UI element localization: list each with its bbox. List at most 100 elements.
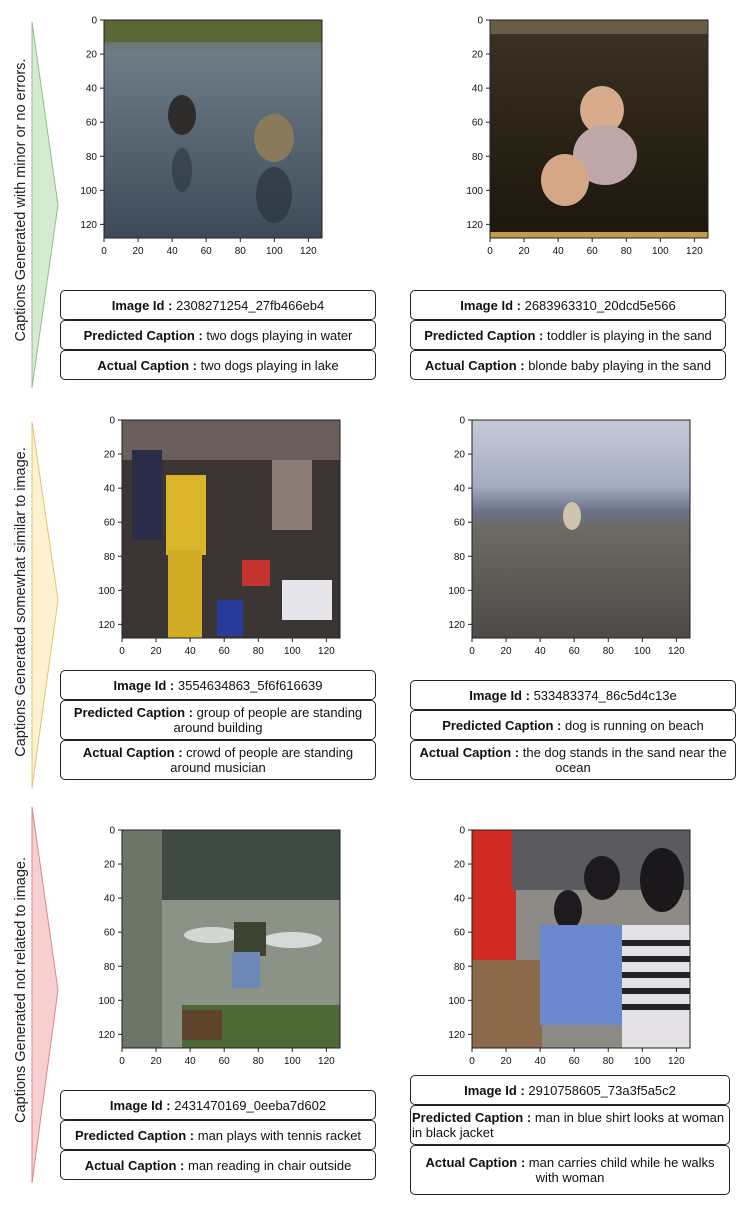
x-tick-label: 0 [469,1056,475,1067]
y-tick-label: 80 [454,962,466,973]
image-axes-6: 0 20 40 60 80 100 120 0 20 40 60 80 100 120 [448,826,691,1067]
y-tick-label: 20 [472,50,484,61]
predicted-caption-box-2: Predicted Caption : toddler is playing i… [410,320,726,350]
x-tick-label: 100 [652,246,669,257]
y-tick-label: 40 [104,484,116,495]
actual-caption-value: man carries child while he walks with wo… [528,1155,715,1185]
predicted-caption-value: dog is running on beach [565,717,704,733]
y-tick-label: 80 [454,552,466,563]
x-tick-label: 120 [318,646,335,657]
category-arrow-yellow [30,420,60,790]
y-tick-label: 40 [86,84,98,95]
actual-caption-label: Actual Caption : [419,745,520,760]
actual-caption-value: blonde baby playing in the sand [528,357,712,373]
actual-caption-value: the dog stands in the sand near the ocea… [522,745,727,775]
x-tick-label: 20 [133,246,145,257]
y-tick-label: 120 [448,620,465,631]
x-tick-label: 100 [266,246,283,257]
image-plot-4: 0 20 40 60 80 100 120 0 20 40 60 80 100 120 [446,412,706,662]
x-tick-label: 20 [151,646,163,657]
predicted-caption-label: Predicted Caption : [442,717,562,733]
y-tick-label: 120 [98,1030,115,1041]
actual-caption-box-4: Actual Caption : the dog stands in the s… [410,740,736,780]
image-axes-3: 0 20 40 60 80 100 120 0 20 40 60 80 100 120 [98,416,341,657]
y-tick-label: 60 [454,518,466,529]
image-id-box-1: Image Id : 2308271254_27fb466eb4 [60,290,376,320]
image-plot-2: 0 20 40 60 80 100 120 0 20 40 60 80 100 120 [464,12,724,262]
x-tick-label: 0 [101,246,107,257]
x-tick-label: 120 [686,246,703,257]
image-id-value: 533483374_86c5d4c13e [533,687,677,703]
actual-caption-label: Actual Caption : [97,357,197,373]
x-tick-label: 40 [185,646,197,657]
image-axes-4: 0 20 40 60 80 100 120 0 20 40 60 80 100 120 [448,416,691,657]
image-id-box-6: Image Id : 2910758605_73a3f5a5c2 [410,1075,730,1105]
image-id-value: 2683963310_20dcd5e566 [524,297,676,313]
y-tick-label: 0 [109,416,115,427]
image-plot-5: 0 20 40 60 80 100 120 0 20 40 60 80 100 120 [96,822,356,1072]
predicted-caption-value: man plays with tennis racket [197,1127,362,1143]
predicted-caption-value: two dogs playing in water [206,327,353,343]
actual-caption-label: Actual Caption : [82,745,183,760]
actual-caption-value: crowd of people are standing around musi… [170,745,354,775]
predicted-caption-label: Predicted Caption : [83,327,203,343]
actual-caption-box-6: Actual Caption : man carries child while… [410,1145,730,1195]
y-tick-label: 100 [98,586,115,597]
image-id-value: 3554634863_5f6f616639 [177,677,323,693]
y-tick-label: 0 [477,16,483,27]
y-tick-label: 60 [104,928,116,939]
x-tick-label: 120 [668,1056,685,1067]
actual-caption-label: Actual Caption : [424,357,525,373]
x-tick-label: 40 [185,1056,197,1067]
image-id-box-2: Image Id : 2683963310_20dcd5e566 [410,290,726,320]
x-tick-label: 80 [253,1056,265,1067]
y-tick-label: 80 [86,152,98,163]
x-tick-label: 120 [300,246,317,257]
y-tick-label: 0 [109,826,115,837]
predicted-caption-box-3: Predicted Caption : group of people are … [60,700,376,740]
y-tick-label: 20 [104,860,116,871]
predicted-caption-box-5: Predicted Caption : man plays with tenni… [60,1120,376,1150]
x-tick-label: 100 [284,646,301,657]
image-id-label: Image Id : [109,1097,171,1113]
predicted-caption-value: toddler is playing in the sand [547,327,712,343]
y-tick-label: 100 [80,186,97,197]
image-plot-6: 0 20 40 60 80 100 120 0 20 40 60 80 100 120 [446,822,706,1072]
y-tick-label: 20 [104,450,116,461]
actual-caption-box-2: Actual Caption : blonde baby playing in … [410,350,726,380]
actual-caption-label: Actual Caption : [84,1157,185,1173]
image-id-box-5: Image Id : 2431470169_0eeba7d602 [60,1090,376,1120]
category-arrow-red [30,805,60,1185]
y-tick-label: 60 [86,118,98,129]
y-tick-label: 60 [454,928,466,939]
y-tick-label: 40 [472,84,484,95]
image-id-label: Image Id : [464,1082,525,1098]
x-tick-label: 60 [219,1056,231,1067]
x-tick-label: 120 [318,1056,335,1067]
predicted-caption-label: Predicted Caption : [74,1127,195,1143]
image-id-value: 2431470169_0eeba7d602 [174,1097,327,1113]
actual-caption-value: man reading in chair outside [187,1157,352,1173]
predicted-caption-value: man in blue shirt looks at woman in blac… [412,1110,725,1140]
x-tick-label: 120 [668,646,685,657]
x-tick-label: 60 [587,246,599,257]
predicted-caption-box-1: Predicted Caption : two dogs playing in … [60,320,376,350]
x-tick-label: 0 [119,1056,125,1067]
x-tick-label: 40 [535,1056,547,1067]
x-tick-label: 40 [535,646,547,657]
y-tick-label: 40 [454,484,466,495]
image-plot-3: 0 20 40 60 80 100 120 0 20 40 60 80 100 120 [96,412,356,662]
x-tick-label: 0 [469,646,475,657]
x-tick-label: 20 [519,246,531,257]
category-arrow-green [30,20,60,390]
x-tick-label: 40 [167,246,179,257]
x-tick-label: 80 [253,646,265,657]
x-tick-label: 80 [603,646,615,657]
x-tick-label: 100 [634,646,651,657]
y-tick-label: 0 [91,16,97,27]
predicted-caption-label: Predicted Caption : [412,1110,532,1125]
y-tick-label: 0 [459,416,465,427]
y-tick-label: 120 [466,220,483,231]
x-tick-label: 0 [119,646,125,657]
y-tick-label: 40 [104,894,116,905]
